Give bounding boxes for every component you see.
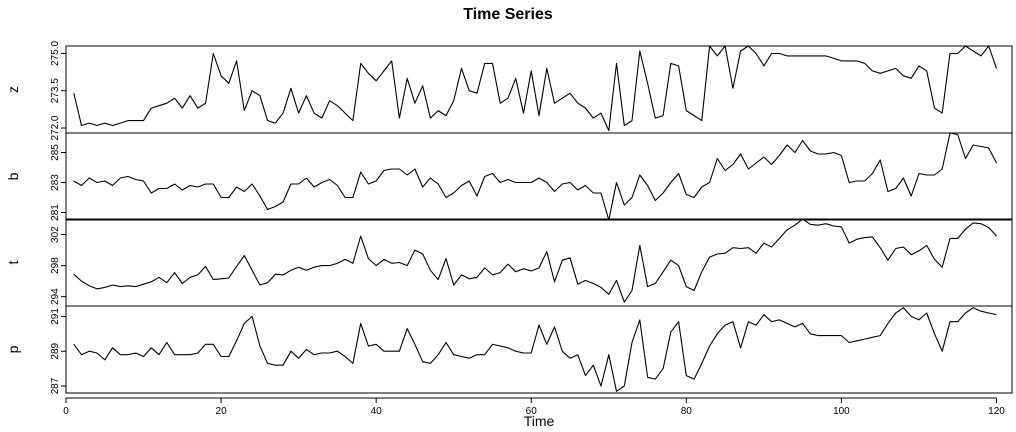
ytick-label-z: 273.5: [50, 78, 61, 103]
xtick-label: 120: [988, 406, 1005, 417]
chart-title: Time Series: [463, 6, 553, 23]
ytick-label-b: 281: [50, 204, 61, 221]
panel-label-z: z: [5, 86, 21, 93]
panel-label-t: t: [5, 260, 21, 264]
xtick-label: 0: [63, 406, 69, 417]
panel-label-p: p: [5, 345, 21, 353]
xtick-label: 80: [681, 406, 693, 417]
ytick-label-b: 285: [50, 144, 61, 161]
panel-frame-p: [65, 305, 1013, 394]
ytick-label-z: 275.0: [50, 41, 61, 66]
xtick-label: 20: [216, 406, 228, 417]
ytick-label-p: 289: [50, 342, 61, 359]
xtick-label: 40: [371, 406, 383, 417]
series-line-p: [73, 307, 997, 392]
ytick-label-t: 298: [50, 257, 61, 274]
ytick-label-p: 291: [50, 308, 61, 325]
ytick-label-b: 283: [50, 174, 61, 191]
ytick-label-p: 287: [50, 377, 61, 394]
panel-frame-t: [65, 218, 1013, 307]
xtick-label: 100: [833, 406, 850, 417]
xtick-label: 60: [526, 406, 538, 417]
series-line-z: [73, 45, 998, 132]
panel-frame-b: [65, 132, 1013, 221]
ytick-label-z: 272.0: [50, 115, 61, 140]
ytick-label-t: 294: [50, 288, 61, 305]
series-line-t: [73, 218, 997, 303]
panel-label-b: b: [5, 172, 21, 180]
series-line-b: [73, 132, 997, 221]
ytick-label-t: 302: [50, 226, 61, 243]
x-axis-label: Time: [523, 413, 555, 429]
